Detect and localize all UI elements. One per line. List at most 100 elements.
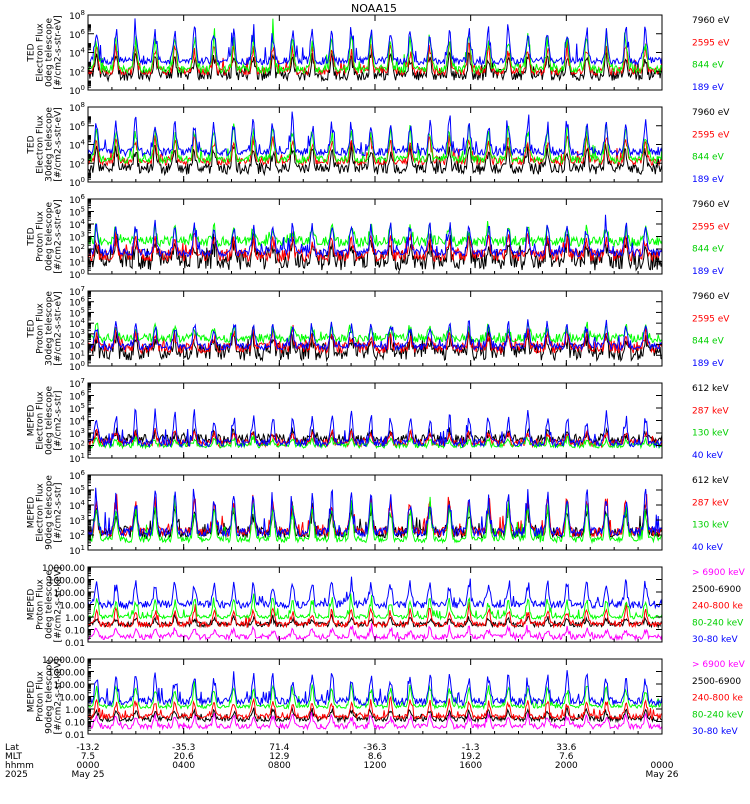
- y-tick-label: 105: [69, 484, 85, 497]
- y-tick-label: 102: [69, 529, 85, 542]
- ylabel-line: 90deg telescope: [45, 475, 55, 550]
- legend-entry: 7960 eV: [692, 292, 730, 302]
- y-tick-exponent: 8: [81, 9, 85, 17]
- ylabel-line: Electron Flux: [36, 483, 46, 542]
- ylabel-line: 0deg telescope: [45, 386, 55, 456]
- legend-entry: 612 keV: [692, 476, 729, 486]
- y-tick-exponent: 2: [81, 65, 85, 73]
- y-tick-label: 102: [69, 440, 85, 453]
- y-tick-label: 104: [69, 499, 85, 512]
- y-tick-exponent: 4: [81, 415, 86, 423]
- x-tick-label: May 26: [646, 770, 679, 780]
- panel-3-series-2: [87, 230, 663, 263]
- x-tick-label: 1200: [364, 761, 387, 771]
- x-tick-label: 0000: [77, 761, 100, 771]
- y-tick-exponent: 6: [81, 390, 86, 398]
- legend-entry: 189 eV: [692, 359, 725, 369]
- y-tick-label: 102: [69, 65, 85, 78]
- y-tick-exponent: 7: [81, 377, 85, 385]
- y-tick-label: 10000.00: [42, 656, 85, 666]
- panel-5-series-4: [87, 408, 663, 449]
- x-row-label: 2025: [5, 770, 28, 780]
- panel-7-series-5: [87, 576, 663, 611]
- y-tick-exponent: 0: [81, 176, 85, 184]
- y-tick-label: 103: [69, 231, 85, 244]
- panel-4-ylabel: TEDProton Flux30deg telescope[#/cm2-s-st…: [27, 291, 64, 366]
- x-tick-label: 12.9: [269, 752, 289, 762]
- panel-6-ylabel: MEPEDElectron Flux90deg telescope[#/cm2-…: [27, 475, 64, 550]
- y-tick-exponent: 2: [81, 243, 85, 251]
- y-tick-label: 105: [69, 206, 85, 219]
- panel-1-series-3: [87, 18, 663, 75]
- y-tick-exponent: 4: [81, 47, 86, 55]
- panel-7-series-4: [87, 593, 663, 621]
- legend-entry: 80-240 keV: [692, 618, 744, 628]
- panel-3-ylabel: TEDProton Flux0deg telescope[#/cm2-s-str…: [27, 199, 64, 274]
- y-tick-label: 104: [69, 47, 85, 60]
- ylabel-line: 0deg telescope: [45, 18, 55, 88]
- x-tick-label: -36.3: [363, 743, 386, 753]
- y-tick-exponent: 3: [81, 427, 85, 435]
- ylabel-line: TED: [27, 319, 37, 338]
- y-tick-exponent: 7: [81, 285, 85, 293]
- legend-entry: 612 keV: [692, 384, 729, 394]
- y-tick-label: 106: [69, 193, 85, 206]
- panel-5-ylabel: MEPEDElectron Flux0deg telescope[#/cm2-s…: [27, 386, 64, 456]
- y-tick-exponent: 5: [81, 484, 85, 492]
- ylabel-line: 0deg telescope: [45, 202, 55, 272]
- ylabel-line: Electron Flux: [36, 391, 46, 450]
- legend-entry: 240-800 ke: [692, 602, 743, 612]
- ylabel-line: 0deg telescope: [45, 570, 55, 640]
- y-tick-label: 100: [69, 84, 85, 97]
- y-tick-exponent: 5: [81, 306, 85, 314]
- y-tick-exponent: 2: [81, 440, 85, 448]
- panel-2-series-4: [87, 111, 663, 158]
- y-tick-label: 103: [69, 514, 85, 527]
- y-tick-exponent: 2: [81, 529, 85, 537]
- y-tick-label: 106: [69, 390, 85, 403]
- y-tick-label: 101: [69, 256, 85, 269]
- chart-title: NOAA15: [351, 2, 397, 15]
- ylabel-line: Electron Flux: [36, 23, 46, 82]
- legend-entry: 2595 eV: [692, 38, 730, 48]
- ylabel-line: Proton Flux: [36, 303, 46, 354]
- legend-entry: 130 keV: [692, 521, 729, 531]
- x-tick-label: 20.6: [174, 752, 194, 762]
- panel-1-series-1: [87, 49, 663, 83]
- panel-6-series-2: [87, 494, 663, 538]
- y-tick-exponent: 1: [81, 452, 85, 460]
- panel-7-ylabel: MEPEDProton Flux0deg telescope[#/cm2-s-s…: [27, 567, 64, 643]
- y-tick-label: 106: [69, 469, 85, 482]
- ylabel-line: 30deg telescope: [45, 291, 55, 366]
- legend-entry: 240-800 ke: [692, 694, 743, 704]
- x-tick-label: 7.5: [81, 752, 95, 762]
- legend-entry: 2500-6900: [692, 585, 741, 595]
- panel-5-series-1: [87, 427, 663, 446]
- y-tick-label: 1.00: [65, 706, 85, 716]
- x-row-label: hhmm: [5, 761, 34, 771]
- legend-entry: 844 eV: [692, 245, 725, 255]
- ylabel-line: [#/cm2-s-str-eV]: [54, 15, 64, 90]
- panel-4-series-4: [87, 319, 663, 352]
- ylabel-line: TED: [27, 43, 37, 62]
- panel-8-ylabel: MEPEDProton Flux90deg telescope[#/cm2-s-…: [27, 659, 64, 735]
- legend-entry: 40 keV: [692, 451, 724, 461]
- panel-3-series-4: [87, 214, 663, 259]
- ylabel-line: [#/cm2-s-str]: [54, 482, 64, 542]
- y-tick-exponent: 0: [81, 268, 85, 276]
- x-tick-label: May 25: [72, 770, 105, 780]
- y-tick-label: 1000.00: [48, 577, 85, 587]
- y-tick-label: 10000.00: [42, 564, 85, 574]
- x-tick-label: 2000: [555, 761, 578, 771]
- x-tick-label: 1600: [459, 761, 482, 771]
- y-tick-label: 102: [69, 243, 85, 256]
- y-tick-label: 104: [69, 139, 85, 152]
- y-tick-exponent: 6: [81, 469, 86, 477]
- y-tick-exponent: 4: [81, 317, 86, 325]
- legend-entry: 844 eV: [692, 337, 725, 347]
- y-tick-exponent: 3: [81, 328, 85, 336]
- panel-8-series-3: [87, 695, 663, 721]
- panel-4-series-1: [87, 329, 663, 363]
